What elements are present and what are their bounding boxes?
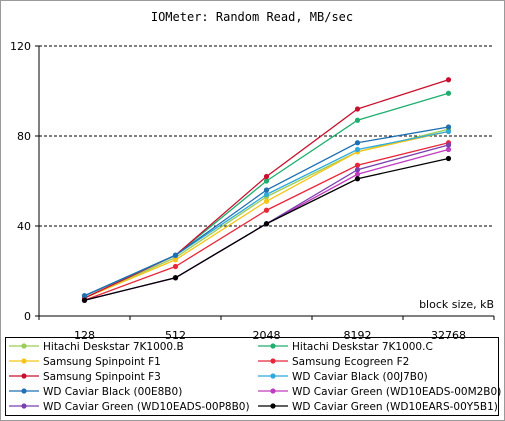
data-point xyxy=(445,77,452,83)
legend-label: Hitachi Deskstar 7K1000.B xyxy=(43,341,184,353)
legend-item: Hitachi Deskstar 7K1000.C xyxy=(258,341,433,353)
data-point xyxy=(354,117,361,123)
data-point xyxy=(445,142,452,148)
legend-label: WD Caviar Black (00J7B0) xyxy=(292,371,428,383)
data-point xyxy=(354,140,361,146)
chart-title: IOMeter: Random Read, MB/sec xyxy=(151,10,353,24)
x-tick-label: 128 xyxy=(74,329,95,342)
series-6 xyxy=(81,124,452,299)
legend: Hitachi Deskstar 7K1000.B Hitachi Desksta… xyxy=(5,337,501,416)
data-point xyxy=(354,146,361,153)
legend-marker xyxy=(270,343,276,349)
y-tick-label: 80 xyxy=(17,130,31,143)
legend-marker xyxy=(270,358,276,364)
y-axis-ticks: 0 40 80 120 xyxy=(10,40,39,323)
legend-label: WD Caviar Green (WD10EARS-00Y5B1) xyxy=(292,401,498,413)
x-axis-ticks: 128 512 2048 8192 32768 xyxy=(38,316,495,342)
x-tick-label: 32768 xyxy=(431,329,466,342)
data-point xyxy=(445,128,452,135)
legend-label: Samsung Spinpoint F1 xyxy=(43,356,161,368)
legend-box xyxy=(5,337,499,416)
data-point xyxy=(172,252,179,258)
data-point xyxy=(354,162,361,168)
y-tick-label: 40 xyxy=(17,220,31,233)
data-point xyxy=(445,124,452,130)
x-tick-label: 2048 xyxy=(253,329,281,342)
data-point xyxy=(445,90,452,96)
data-point xyxy=(81,293,88,299)
legend-label: WD Caviar Green (WD10EADS-00P8B0) xyxy=(43,401,250,413)
data-point xyxy=(354,176,361,182)
y-tick-label: 0 xyxy=(24,310,31,323)
data-point xyxy=(263,221,270,227)
legend-item: Samsung Ecogreen F2 xyxy=(258,356,409,368)
data-point xyxy=(263,173,270,180)
legend-marker xyxy=(270,388,276,394)
data-point xyxy=(172,263,179,270)
series-9 xyxy=(81,155,452,303)
legend-item: Samsung Spinpoint F1 xyxy=(9,356,161,368)
data-point xyxy=(263,178,270,184)
legend-label: Samsung Ecogreen F2 xyxy=(292,356,409,368)
y-tick-label: 120 xyxy=(10,40,31,53)
legend-item: WD Caviar Green (WD10EADS-00P8B0) xyxy=(9,401,250,413)
legend-item: Samsung Spinpoint F3 xyxy=(9,371,161,383)
legend-item: Hitachi Deskstar 7K1000.B xyxy=(9,341,184,353)
data-point xyxy=(354,167,361,173)
legend-marker xyxy=(21,358,27,364)
data-point xyxy=(263,198,270,204)
legend-label: Hitachi Deskstar 7K1000.C xyxy=(292,341,433,353)
legend-label: Samsung Spinpoint F3 xyxy=(43,371,161,383)
series-0 xyxy=(81,126,452,301)
data-point xyxy=(263,191,270,198)
data-point xyxy=(172,275,179,281)
data-point xyxy=(263,187,270,193)
series-group xyxy=(81,77,452,303)
legend-label: WD Caviar Green (WD10EADS-00M2B0) xyxy=(292,386,501,398)
legend-marker xyxy=(21,403,27,409)
legend-marker xyxy=(270,373,276,379)
legend-item: WD Caviar Black (00J7B0) xyxy=(258,371,428,383)
legend-item: WD Caviar Green (WD10EARS-00Y5B1) xyxy=(258,401,498,413)
data-point xyxy=(445,155,452,162)
axes xyxy=(38,46,494,317)
legend-marker xyxy=(21,343,27,349)
legend-marker xyxy=(21,388,27,394)
legend-item: WD Caviar Green (WD10EADS-00M2B0) xyxy=(258,386,501,398)
data-point xyxy=(445,146,452,153)
data-point xyxy=(81,297,88,303)
data-point xyxy=(354,106,361,112)
legend-label: WD Caviar Black (00E8B0) xyxy=(43,386,182,398)
legend-marker xyxy=(21,373,27,379)
data-point xyxy=(263,207,270,213)
data-point xyxy=(172,257,179,263)
x-tick-label: 8192 xyxy=(344,329,372,342)
x-axis-label: block size, kB xyxy=(419,298,494,311)
legend-item: WD Caviar Black (00E8B0) xyxy=(9,386,182,398)
data-point xyxy=(354,171,361,177)
legend-marker xyxy=(270,403,276,409)
x-tick-label: 512 xyxy=(165,329,186,342)
